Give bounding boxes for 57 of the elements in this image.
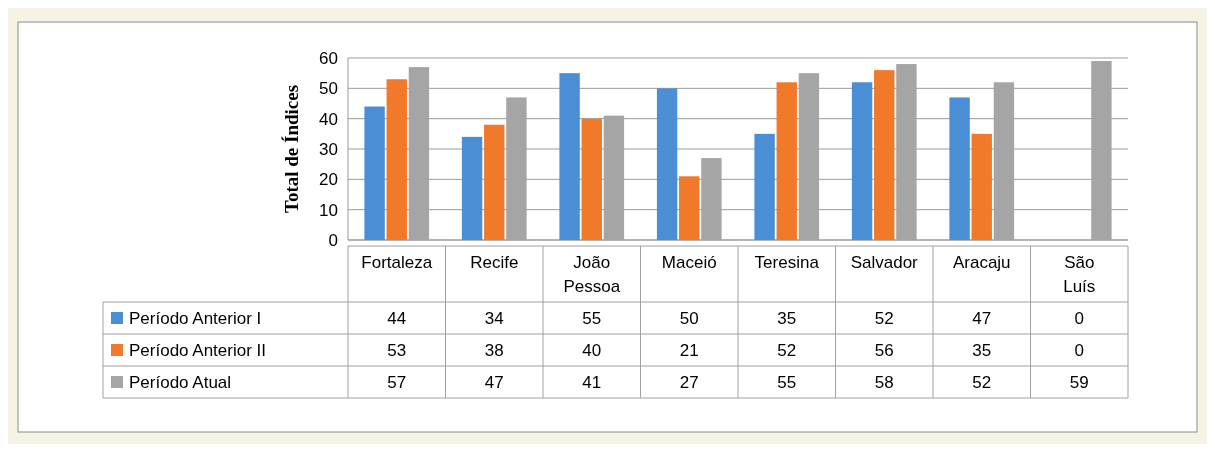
data-label: 57 <box>387 372 407 392</box>
data-label: 41 <box>582 372 602 392</box>
data-label: 50 <box>679 308 699 328</box>
y-tick-label: 60 <box>319 48 338 68</box>
y-tick-label: 20 <box>319 170 338 190</box>
bar <box>581 118 602 240</box>
legend-label: Período Anterior II <box>129 340 267 360</box>
bar <box>559 73 580 240</box>
data-label: 44 <box>387 308 407 328</box>
x-tick-label: Salvador <box>850 253 919 272</box>
x-tick-label: Aracaju <box>952 253 1011 272</box>
data-label: 47 <box>972 308 992 328</box>
y-tick-label: 30 <box>319 139 338 159</box>
data-label: 27 <box>679 372 699 392</box>
data-label: 55 <box>777 372 797 392</box>
x-tick-label: São Luís <box>1063 253 1096 296</box>
data-label: 21 <box>679 340 699 360</box>
data-label: 40 <box>582 340 602 360</box>
y-tick-label: 40 <box>319 109 338 129</box>
data-label: 52 <box>972 372 992 392</box>
bar <box>461 136 483 240</box>
y-tick-label: 50 <box>319 79 338 99</box>
bar <box>754 133 775 240</box>
data-label: 35 <box>972 340 992 360</box>
x-tick-label: Teresina <box>754 253 820 272</box>
data-label: 59 <box>1069 372 1089 392</box>
data-label: 0 <box>1074 340 1084 360</box>
bar <box>874 70 895 240</box>
bar <box>484 124 505 240</box>
data-label: 38 <box>484 340 504 360</box>
legend-label: Período Atual <box>129 372 232 392</box>
x-tick-label: Recife <box>470 253 519 272</box>
bar <box>364 106 385 240</box>
y-tick-label: 10 <box>319 200 338 220</box>
x-tick-label: João Pessoa <box>563 253 621 296</box>
x-tick-label: Maceió <box>661 253 717 272</box>
data-label: 52 <box>874 308 894 328</box>
bar <box>949 97 970 240</box>
data-label: 34 <box>484 308 504 328</box>
x-tick-label: Fortaleza <box>361 253 433 272</box>
data-label: 52 <box>777 340 797 360</box>
y-tick-label: 0 <box>328 230 338 250</box>
legend-label: Período Anterior I <box>129 308 262 328</box>
data-label: 47 <box>484 372 504 392</box>
data-label: 53 <box>387 340 407 360</box>
bar <box>776 82 797 240</box>
bar <box>851 82 873 240</box>
bar <box>971 133 992 240</box>
data-label: 58 <box>874 372 894 392</box>
data-label: 0 <box>1074 308 1084 328</box>
bar <box>386 79 407 240</box>
bar <box>679 176 700 240</box>
bar <box>656 88 678 240</box>
data-label: 55 <box>582 308 602 328</box>
data-label: 56 <box>874 340 894 360</box>
y-axis-title: Total de Índices <box>281 84 302 214</box>
data-label: 35 <box>777 308 797 328</box>
